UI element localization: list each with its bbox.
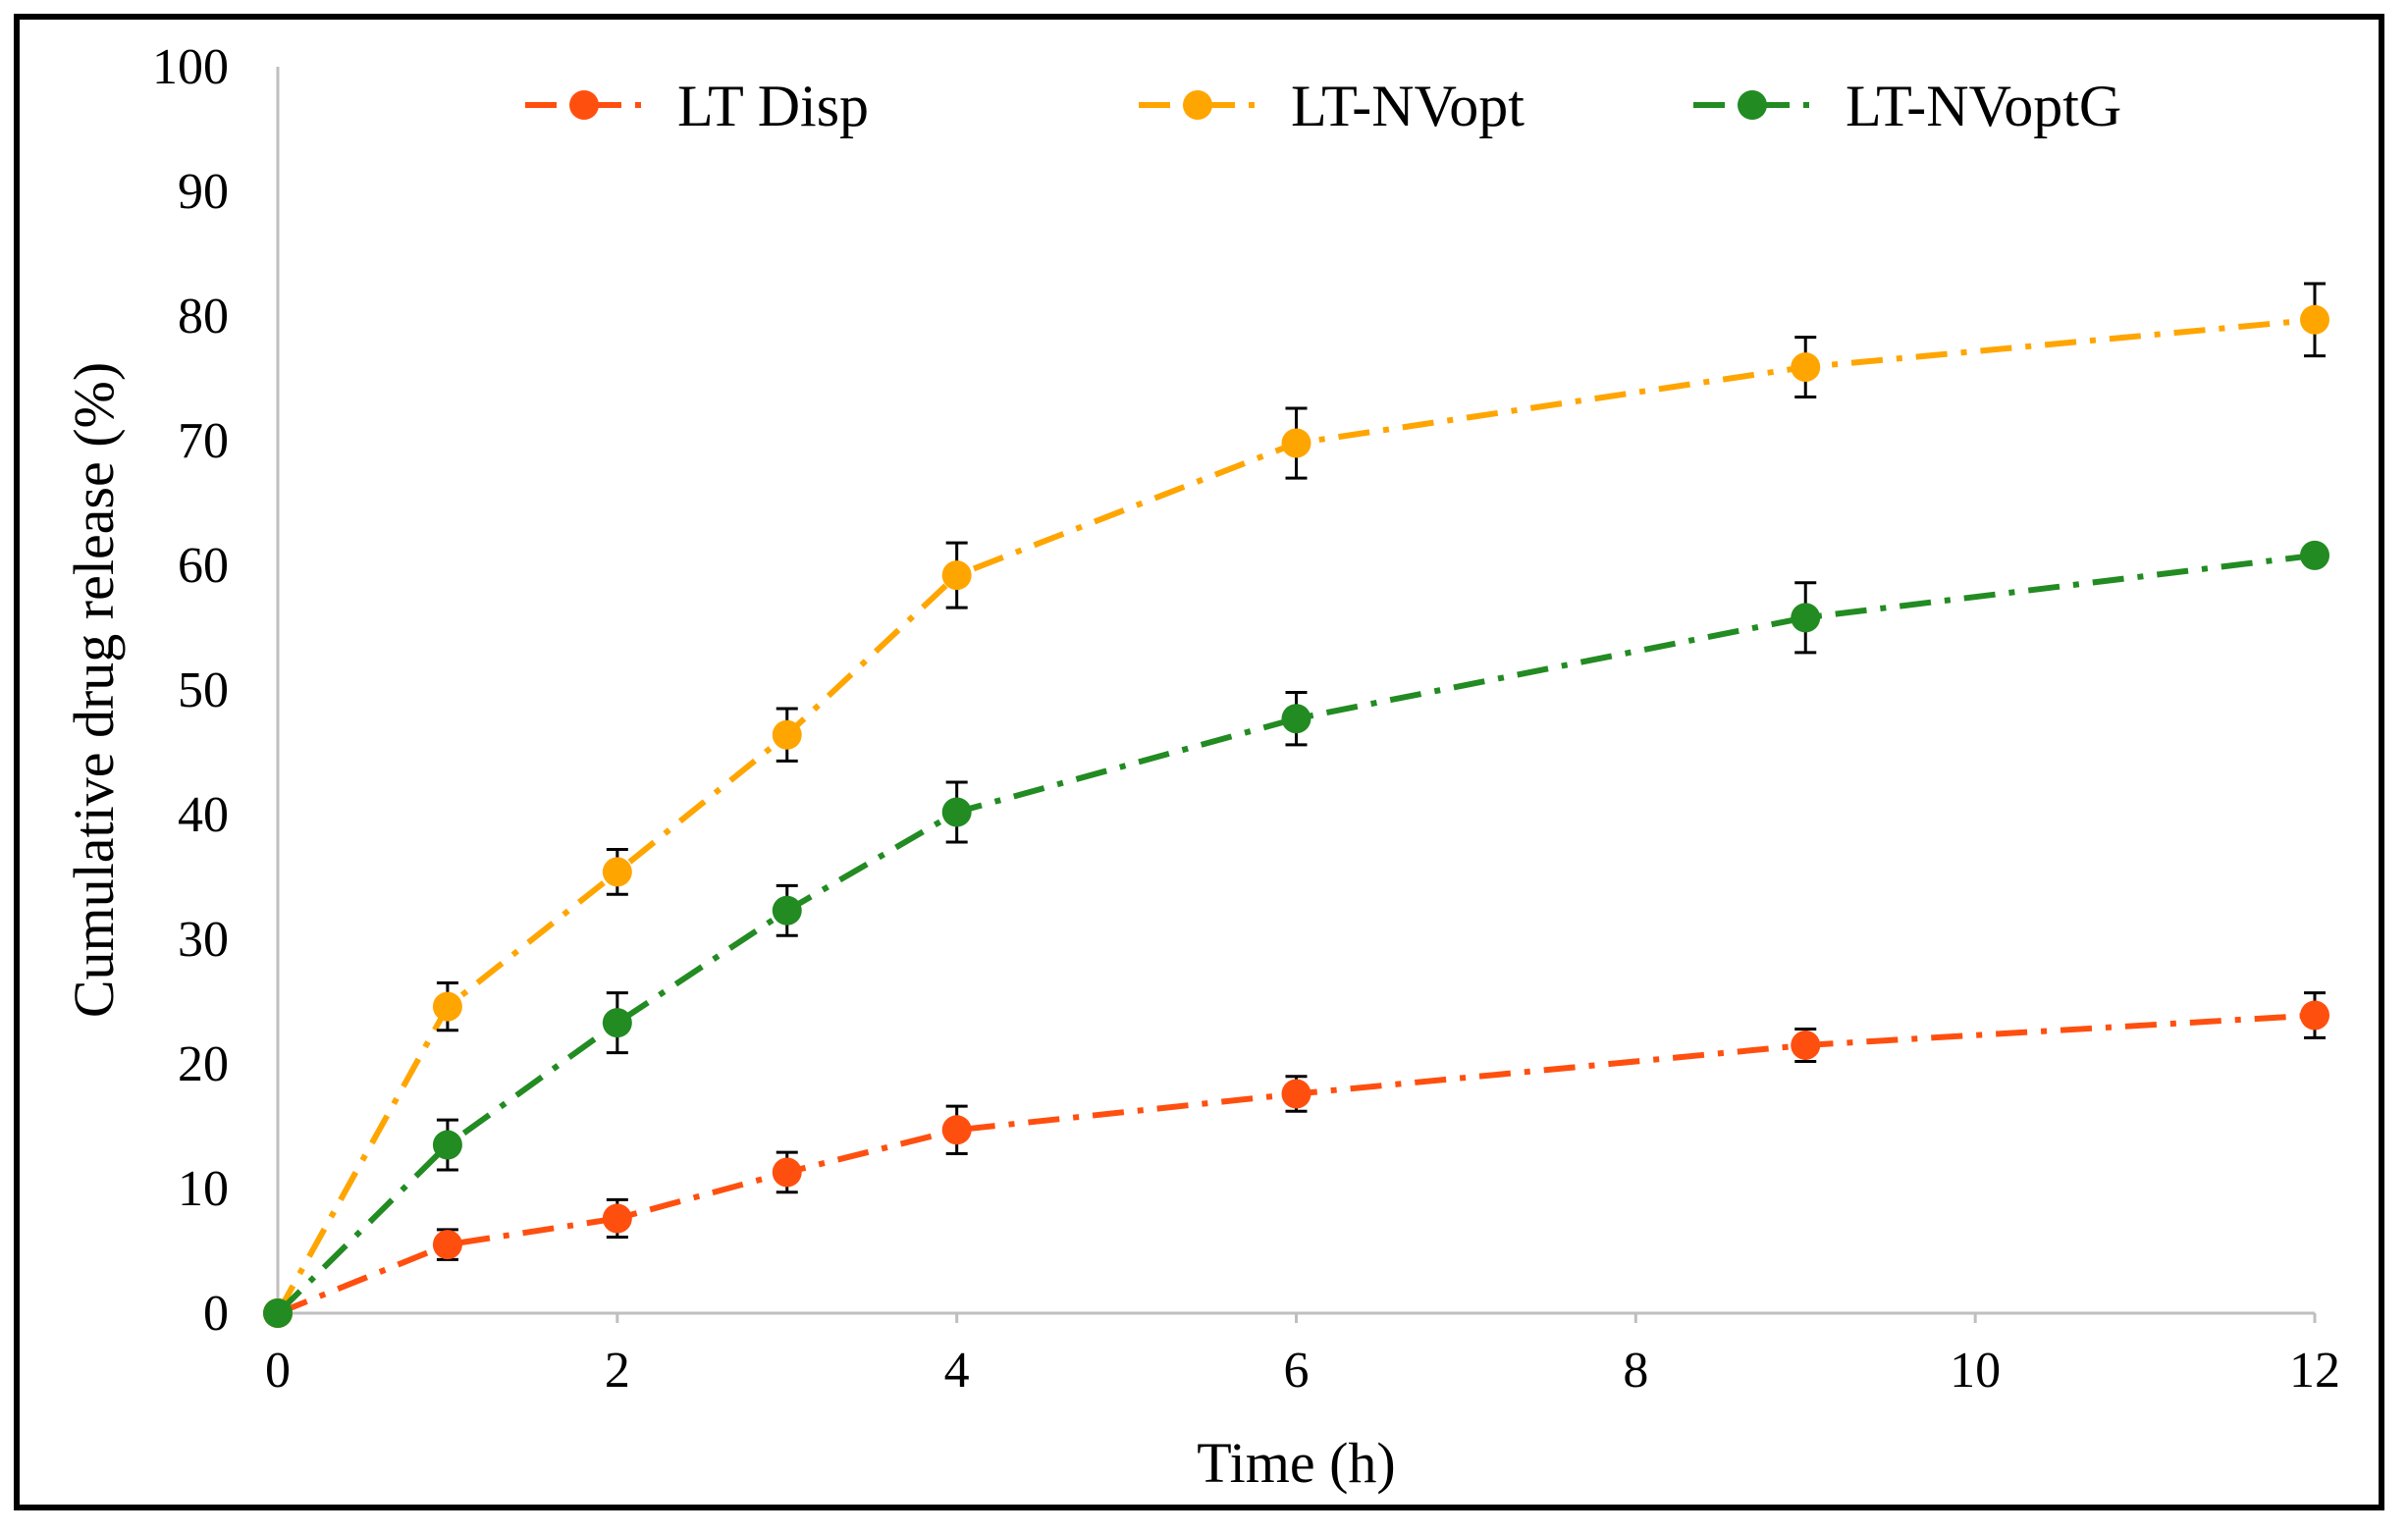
legend-entry: LT Disp xyxy=(525,74,869,138)
data-point xyxy=(772,719,802,750)
series-line xyxy=(275,552,2316,1316)
x-tick-label: 6 xyxy=(1284,1343,1310,1399)
plot-series xyxy=(263,282,2329,1328)
data-point xyxy=(1791,1030,1821,1060)
data-point xyxy=(941,560,972,591)
data-point xyxy=(2300,304,2329,335)
legend-marker xyxy=(569,90,599,120)
data-point xyxy=(2300,540,2329,570)
y-tick-label: 10 xyxy=(178,1161,229,1217)
y-tick-label: 0 xyxy=(203,1286,229,1342)
data-point xyxy=(941,797,972,827)
series-line xyxy=(276,1012,2316,1316)
x-tick-label: 0 xyxy=(265,1343,291,1399)
data-point xyxy=(432,991,462,1022)
x-tick-label: 12 xyxy=(2289,1343,2340,1399)
data-point xyxy=(1281,704,1311,734)
legend-label: LT-NVoptG xyxy=(1846,74,2121,138)
y-tick-label: 90 xyxy=(178,164,229,220)
x-tick-label: 4 xyxy=(944,1343,970,1399)
y-tick-label: 40 xyxy=(178,787,229,843)
legend-marker xyxy=(1738,90,1767,120)
y-tick-label: 50 xyxy=(178,662,229,718)
data-point xyxy=(1281,428,1311,458)
data-point xyxy=(602,1203,632,1234)
x-tick-label: 2 xyxy=(605,1343,630,1399)
legend-entry: LT-NVopt xyxy=(1139,74,1525,138)
data-point xyxy=(1791,603,1821,633)
data-point xyxy=(602,1008,632,1038)
data-point xyxy=(772,1157,802,1188)
data-point xyxy=(2300,1000,2329,1031)
data-point xyxy=(1791,352,1821,383)
y-tick-label: 20 xyxy=(178,1036,229,1092)
series-lt-nvoptg xyxy=(263,540,2329,1328)
data-point xyxy=(432,1230,462,1260)
x-axis-title: Time (h) xyxy=(1197,1431,1396,1495)
y-tick-label: 100 xyxy=(152,39,229,95)
x-tick-label: 10 xyxy=(1950,1343,2001,1399)
y-axis: 0 10 20 30 40 50 60 70 80 90 100 xyxy=(152,39,280,1342)
data-point xyxy=(772,895,802,926)
data-point xyxy=(602,857,632,887)
legend-marker xyxy=(1183,90,1212,120)
legend-entry: LT-NVoptG xyxy=(1693,74,2121,138)
series-lt-disp xyxy=(263,991,2329,1328)
y-tick-label: 30 xyxy=(178,912,229,968)
x-tick-label: 8 xyxy=(1623,1343,1648,1399)
data-point xyxy=(263,1298,293,1328)
data-point xyxy=(1281,1079,1311,1109)
x-axis: 0 2 4 6 8 10 12 xyxy=(265,1311,2340,1399)
y-tick-label: 80 xyxy=(178,289,229,344)
y-tick-label: 70 xyxy=(178,413,229,469)
y-axis-title: Cumulative drug release (%) xyxy=(62,362,126,1018)
series-lt-nvopt xyxy=(263,282,2329,1328)
data-point xyxy=(432,1130,462,1160)
legend-label: LT-NVopt xyxy=(1291,74,1525,138)
legend: LT Disp LT-NVopt LT-NVoptG xyxy=(525,74,2121,138)
y-tick-label: 60 xyxy=(178,538,229,594)
legend-label: LT Disp xyxy=(677,74,869,138)
data-point xyxy=(941,1115,972,1145)
